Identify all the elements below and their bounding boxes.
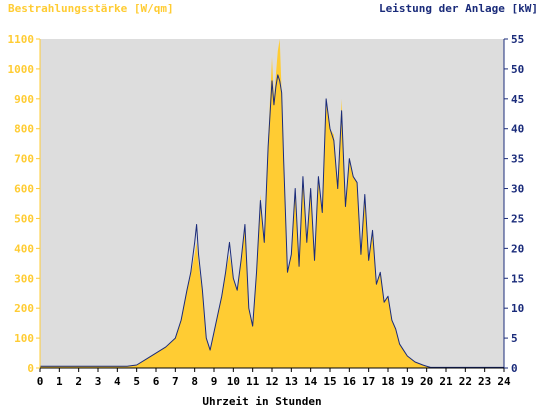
x-tick-label: 18 xyxy=(381,375,394,388)
x-tick-label: 13 xyxy=(285,375,298,388)
x-tick-label: 9 xyxy=(211,375,218,388)
x-tick-label: 3 xyxy=(95,375,102,388)
right-y-tick-label: 55 xyxy=(511,33,524,46)
x-tick-label: 24 xyxy=(497,375,511,388)
x-tick-label: 8 xyxy=(191,375,198,388)
x-tick-label: 20 xyxy=(420,375,433,388)
right-y-tick-label: 5 xyxy=(511,332,518,345)
left-y-tick-label: 0 xyxy=(27,362,34,375)
x-tick-label: 23 xyxy=(478,375,491,388)
x-tick-label: 2 xyxy=(75,375,82,388)
x-tick-label: 11 xyxy=(246,375,260,388)
x-tick-label: 7 xyxy=(172,375,179,388)
series-layer xyxy=(40,39,504,368)
x-tick-label: 12 xyxy=(265,375,278,388)
x-tick-label: 19 xyxy=(401,375,414,388)
left-y-tick-label: 1000 xyxy=(8,63,35,76)
x-tick-label: 15 xyxy=(323,375,336,388)
x-tick-label: 4 xyxy=(114,375,121,388)
x-tick-label: 14 xyxy=(304,375,318,388)
left-y-tick-label: 700 xyxy=(14,153,34,166)
right-y-tick-label: 0 xyxy=(511,362,518,375)
irradiance-area xyxy=(40,39,504,368)
x-tick-label: 22 xyxy=(459,375,472,388)
right-y-tick-label: 40 xyxy=(511,123,524,136)
left-y-tick-label: 400 xyxy=(14,242,34,255)
left-axis-title: Bestrahlungsstärke [W/qm] xyxy=(8,2,174,15)
x-tick-label: 5 xyxy=(133,375,140,388)
right-y-tick-label: 15 xyxy=(511,272,524,285)
left-y-tick-label: 1100 xyxy=(8,33,35,46)
left-y-tick-label: 900 xyxy=(14,93,34,106)
right-y-tick-label: 45 xyxy=(511,93,524,106)
x-tick-label: 21 xyxy=(439,375,453,388)
left-y-tick-label: 100 xyxy=(14,332,34,345)
right-axis-title: Leistung der Anlage [kW] xyxy=(379,2,538,15)
left-y-tick-label: 600 xyxy=(14,183,34,196)
x-tick-label: 10 xyxy=(227,375,240,388)
right-y-tick-label: 50 xyxy=(511,63,524,76)
x-axis-title: Uhrzeit in Stunden xyxy=(202,395,321,408)
right-y-tick-label: 35 xyxy=(511,153,524,166)
left-y-tick-label: 800 xyxy=(14,123,34,136)
x-tick-label: 6 xyxy=(153,375,160,388)
x-tick-label: 1 xyxy=(56,375,63,388)
ticks-layer: 0 1 2 3 4 5 6 7 8 9 10 11 12 13 14 15 16 17 18 19 20 21 22 23 24… xyxy=(8,33,525,388)
x-tick-label: 16 xyxy=(343,375,357,388)
right-y-tick-label: 10 xyxy=(511,302,524,315)
x-tick-label: 0 xyxy=(37,375,44,388)
right-y-tick-label: 20 xyxy=(511,242,524,255)
right-y-tick-label: 30 xyxy=(511,183,524,196)
x-tick-label: 17 xyxy=(362,375,375,388)
left-y-tick-label: 200 xyxy=(14,302,34,315)
left-y-tick-label: 300 xyxy=(14,272,34,285)
right-y-tick-label: 25 xyxy=(511,212,524,225)
left-y-tick-label: 500 xyxy=(14,212,34,225)
power-line xyxy=(40,74,504,368)
